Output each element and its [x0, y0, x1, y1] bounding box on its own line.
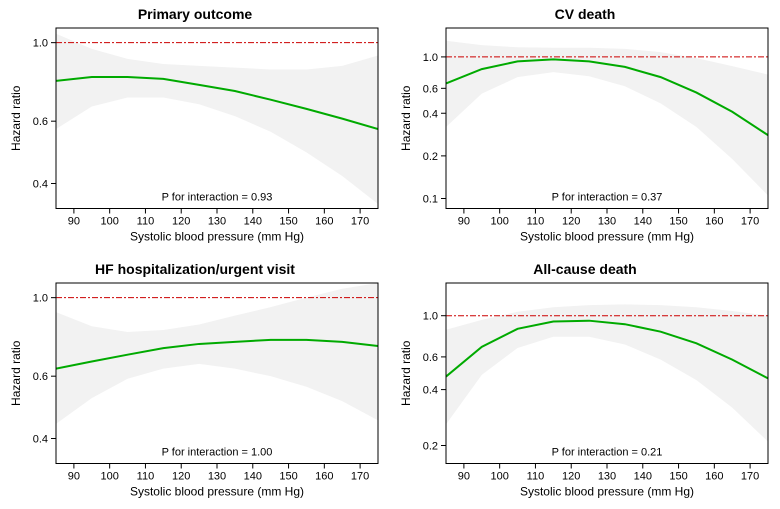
x-tick-label: 120	[172, 216, 190, 228]
x-axis-title: Systolic blood pressure (mm Hg)	[520, 230, 694, 244]
ci-band	[56, 34, 378, 204]
x-tick-label: 100	[490, 216, 508, 228]
x-tick-label: 110	[137, 216, 155, 228]
x-tick-label: 100	[100, 470, 118, 482]
x-tick-label: 140	[244, 216, 262, 228]
x-tick-label: 110	[527, 470, 545, 482]
x-axis-title: Systolic blood pressure (mm Hg)	[130, 484, 304, 498]
x-axis-title: Systolic blood pressure (mm Hg)	[520, 484, 694, 498]
x-tick-label: 160	[705, 470, 723, 482]
ci-band	[446, 304, 768, 441]
y-axis-title: Hazard ratio	[9, 340, 23, 406]
panel-cvdeath: CV death901001101201301401501601700.10.2…	[390, 0, 780, 255]
y-tick-label: 0.6	[33, 116, 48, 128]
y-axis-title: Hazard ratio	[399, 340, 413, 406]
x-tick-label: 110	[137, 470, 155, 482]
x-tick-label: 100	[100, 216, 118, 228]
x-tick-label: 120	[562, 216, 580, 228]
x-tick-label: 140	[244, 470, 262, 482]
x-tick-label: 150	[669, 216, 687, 228]
x-tick-label: 130	[598, 470, 616, 482]
p-interaction-text: P for interaction = 0.21	[552, 446, 663, 458]
p-interaction-text: P for interaction = 0.37	[552, 192, 663, 204]
ci-band	[56, 283, 378, 424]
y-tick-label: 0.4	[33, 433, 48, 445]
x-tick-label: 150	[669, 470, 687, 482]
panel-svg: 90 100 110 120 130 140 150 160 170 0.4 0.6 1.0 Systo…	[0, 0, 390, 255]
y-tick-label: 0.2	[423, 151, 438, 163]
y-tick-label: 1.0	[423, 52, 438, 64]
x-tick-label: 170	[351, 470, 369, 482]
x-tick-label: 150	[279, 216, 297, 228]
x-tick-label: 90	[68, 470, 80, 482]
panel-allcause: All-cause death9010011012013014015016017…	[390, 255, 780, 509]
x-tick-label: 140	[634, 216, 652, 228]
y-axis-title: Hazard ratio	[399, 85, 413, 151]
x-tick-label: 130	[208, 216, 226, 228]
y-axis-title: Hazard ratio	[9, 85, 23, 151]
x-tick-label: 160	[315, 470, 333, 482]
x-tick-label: 90	[458, 470, 470, 482]
y-tick-label: 1.0	[33, 292, 48, 304]
y-tick-label: 0.4	[33, 179, 48, 191]
x-tick-label: 160	[315, 216, 333, 228]
x-tick-label: 130	[598, 216, 616, 228]
x-axis-title: Systolic blood pressure (mm Hg)	[130, 230, 304, 244]
y-tick-label: 0.6	[423, 83, 438, 95]
x-tick-label: 120	[562, 470, 580, 482]
panel-grid: Primary outcome9010011012013014015016017…	[0, 0, 780, 509]
y-tick-label: 0.6	[33, 371, 48, 383]
panel-svg: 90 100 110 120 130 140 150 160 170 0.4 0.6 1.0 Systo…	[0, 255, 390, 509]
x-tick-label: 110	[527, 216, 545, 228]
panel-primary: Primary outcome9010011012013014015016017…	[0, 0, 390, 255]
x-tick-label: 160	[705, 216, 723, 228]
x-tick-label: 140	[634, 470, 652, 482]
panel-svg: 90 100 110 120 130 140 150 160 170 0.2 0.4 0.6 1.0 Sy…	[390, 255, 780, 509]
p-interaction-text: P for interaction = 0.93	[162, 192, 273, 204]
x-tick-label: 90	[68, 216, 80, 228]
x-tick-label: 130	[208, 470, 226, 482]
x-tick-label: 170	[741, 470, 759, 482]
x-tick-label: 170	[351, 216, 369, 228]
panel-hf: HF hospitalization/urgent visit901001101…	[0, 255, 390, 509]
x-tick-label: 150	[279, 470, 297, 482]
y-tick-label: 0.2	[423, 440, 438, 452]
y-tick-label: 0.1	[423, 194, 438, 206]
x-tick-label: 170	[741, 216, 759, 228]
y-tick-label: 1.0	[33, 38, 48, 50]
y-tick-label: 0.4	[423, 384, 438, 396]
figure: Primary outcome9010011012013014015016017…	[0, 0, 780, 509]
panel-svg: 90 100 110 120 130 140 150 160 170 0.1 0.2 0.4 0.6 1.…	[390, 0, 780, 255]
x-tick-label: 120	[172, 470, 190, 482]
p-interaction-text: P for interaction = 1.00	[162, 446, 273, 458]
y-tick-label: 0.6	[423, 351, 438, 363]
x-tick-label: 100	[490, 470, 508, 482]
x-tick-label: 90	[458, 216, 470, 228]
y-tick-label: 1.0	[423, 310, 438, 322]
y-tick-label: 0.4	[423, 108, 438, 120]
